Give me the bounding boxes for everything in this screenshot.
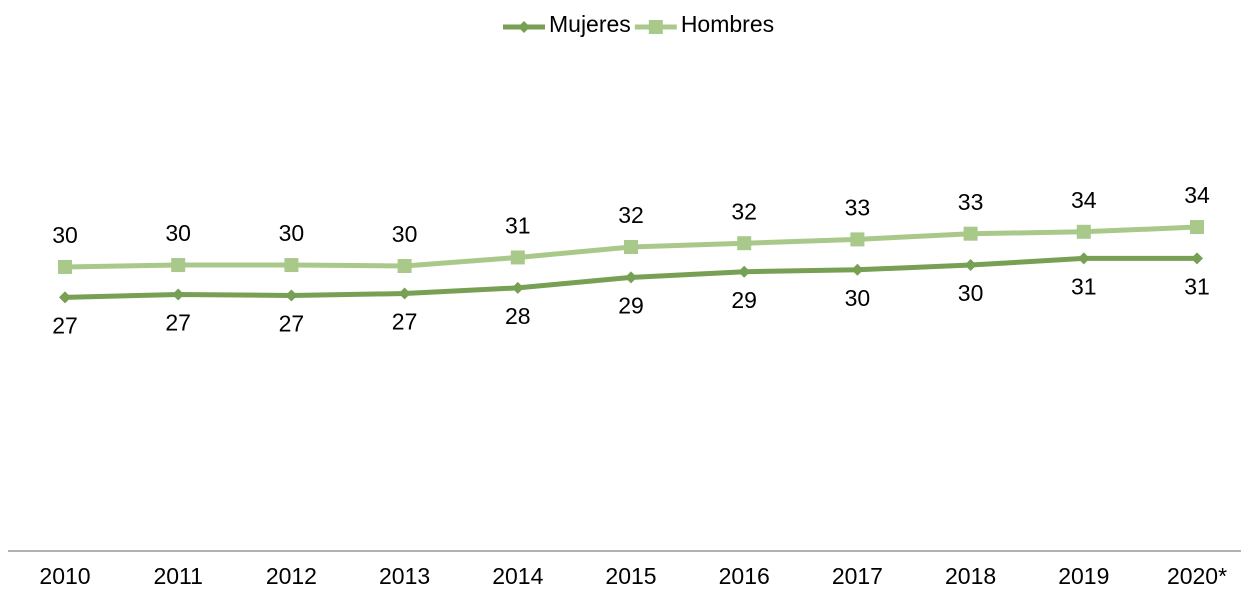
marker	[1077, 252, 1090, 265]
marker	[1190, 220, 1204, 235]
marker	[851, 263, 864, 276]
data-label: 33	[958, 189, 984, 215]
x-tick-label: 2012	[266, 563, 317, 589]
data-label: 30	[392, 221, 418, 247]
x-tick-label: 2015	[605, 563, 656, 589]
marker	[625, 271, 637, 284]
data-label: 31	[1071, 273, 1097, 299]
data-label: 27	[52, 312, 78, 338]
data-label: 32	[618, 202, 644, 228]
x-tick-label: 2019	[1058, 563, 1109, 589]
data-label: 30	[52, 222, 78, 248]
marker	[59, 291, 71, 304]
data-label: 30	[958, 280, 984, 306]
marker	[963, 226, 978, 241]
marker	[398, 287, 411, 300]
data-label: 34	[1071, 187, 1097, 213]
marker	[648, 20, 663, 34]
data-label: 29	[618, 292, 644, 318]
data-label: 27	[165, 310, 191, 336]
data-label: 30	[845, 285, 871, 311]
marker	[397, 259, 412, 273]
data-label: 30	[165, 220, 191, 246]
data-label: 31	[1184, 273, 1210, 299]
data-label: 29	[731, 287, 757, 313]
marker	[511, 281, 524, 294]
x-tick-label: 2011	[153, 563, 202, 589]
data-label: 33	[845, 194, 871, 220]
x-tick-label: 2013	[379, 563, 430, 589]
marker	[510, 250, 525, 265]
marker	[1076, 224, 1091, 239]
legend-label: Mujeres	[549, 11, 631, 37]
x-tick-label: 2017	[832, 563, 883, 589]
marker	[285, 289, 298, 302]
data-label: 27	[279, 311, 305, 337]
marker	[518, 21, 530, 33]
marker	[737, 236, 752, 251]
marker	[624, 240, 638, 254]
data-label: 30	[279, 220, 305, 246]
data-label: 31	[505, 213, 531, 239]
marker	[58, 259, 72, 274]
marker	[172, 288, 185, 301]
marker	[738, 265, 751, 278]
marker	[850, 232, 865, 247]
data-label: 28	[505, 303, 531, 329]
marker	[1191, 252, 1203, 265]
marker	[171, 258, 186, 273]
x-tick-label: 2016	[719, 563, 770, 589]
x-tick-label: 2014	[492, 563, 543, 589]
x-tick-label: 2018	[945, 563, 996, 589]
data-label: 34	[1184, 182, 1210, 208]
x-tick-label: 2020*	[1167, 563, 1227, 589]
marker	[964, 259, 977, 272]
marker	[284, 258, 299, 273]
data-label: 27	[392, 309, 418, 335]
data-label: 32	[731, 198, 757, 224]
legend-label: Hombres	[681, 11, 774, 37]
x-tick-label: 2010	[39, 563, 90, 589]
